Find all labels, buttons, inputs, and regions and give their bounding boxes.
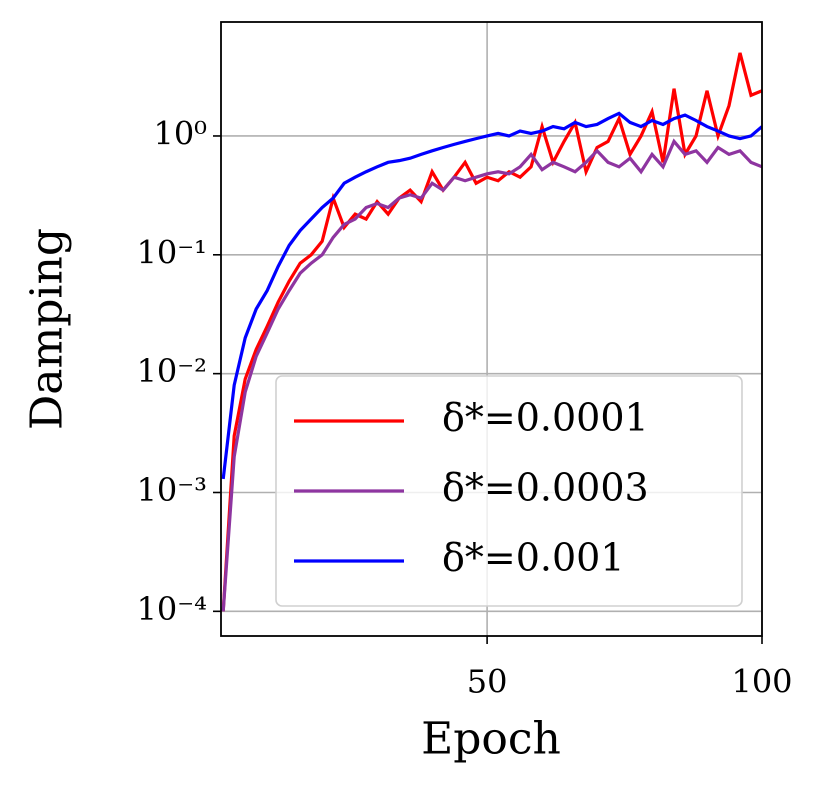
data-line <box>221 111 762 480</box>
x-axis-label: Epoch <box>421 714 561 765</box>
y-axis-label: Damping <box>22 228 73 430</box>
y-tick-label: 10⁻⁴ <box>137 590 207 628</box>
x-tick-label: 100 <box>731 663 792 701</box>
y-tick-label: 10⁻³ <box>137 471 207 509</box>
x-tick-label: 50 <box>467 663 508 701</box>
y-tick-label: 10⁻¹ <box>137 233 207 271</box>
plot-frame <box>220 21 763 637</box>
y-tick-label: 10⁻² <box>137 352 207 390</box>
legend-label: δ*=0.0001 <box>442 396 649 440</box>
data-line <box>221 138 762 612</box>
data-line <box>221 52 762 612</box>
y-tick-label: 10⁰ <box>153 114 207 152</box>
legend-label: δ*=0.0003 <box>442 466 649 510</box>
legend-label: δ*=0.001 <box>442 536 625 580</box>
legend-box <box>275 375 743 607</box>
